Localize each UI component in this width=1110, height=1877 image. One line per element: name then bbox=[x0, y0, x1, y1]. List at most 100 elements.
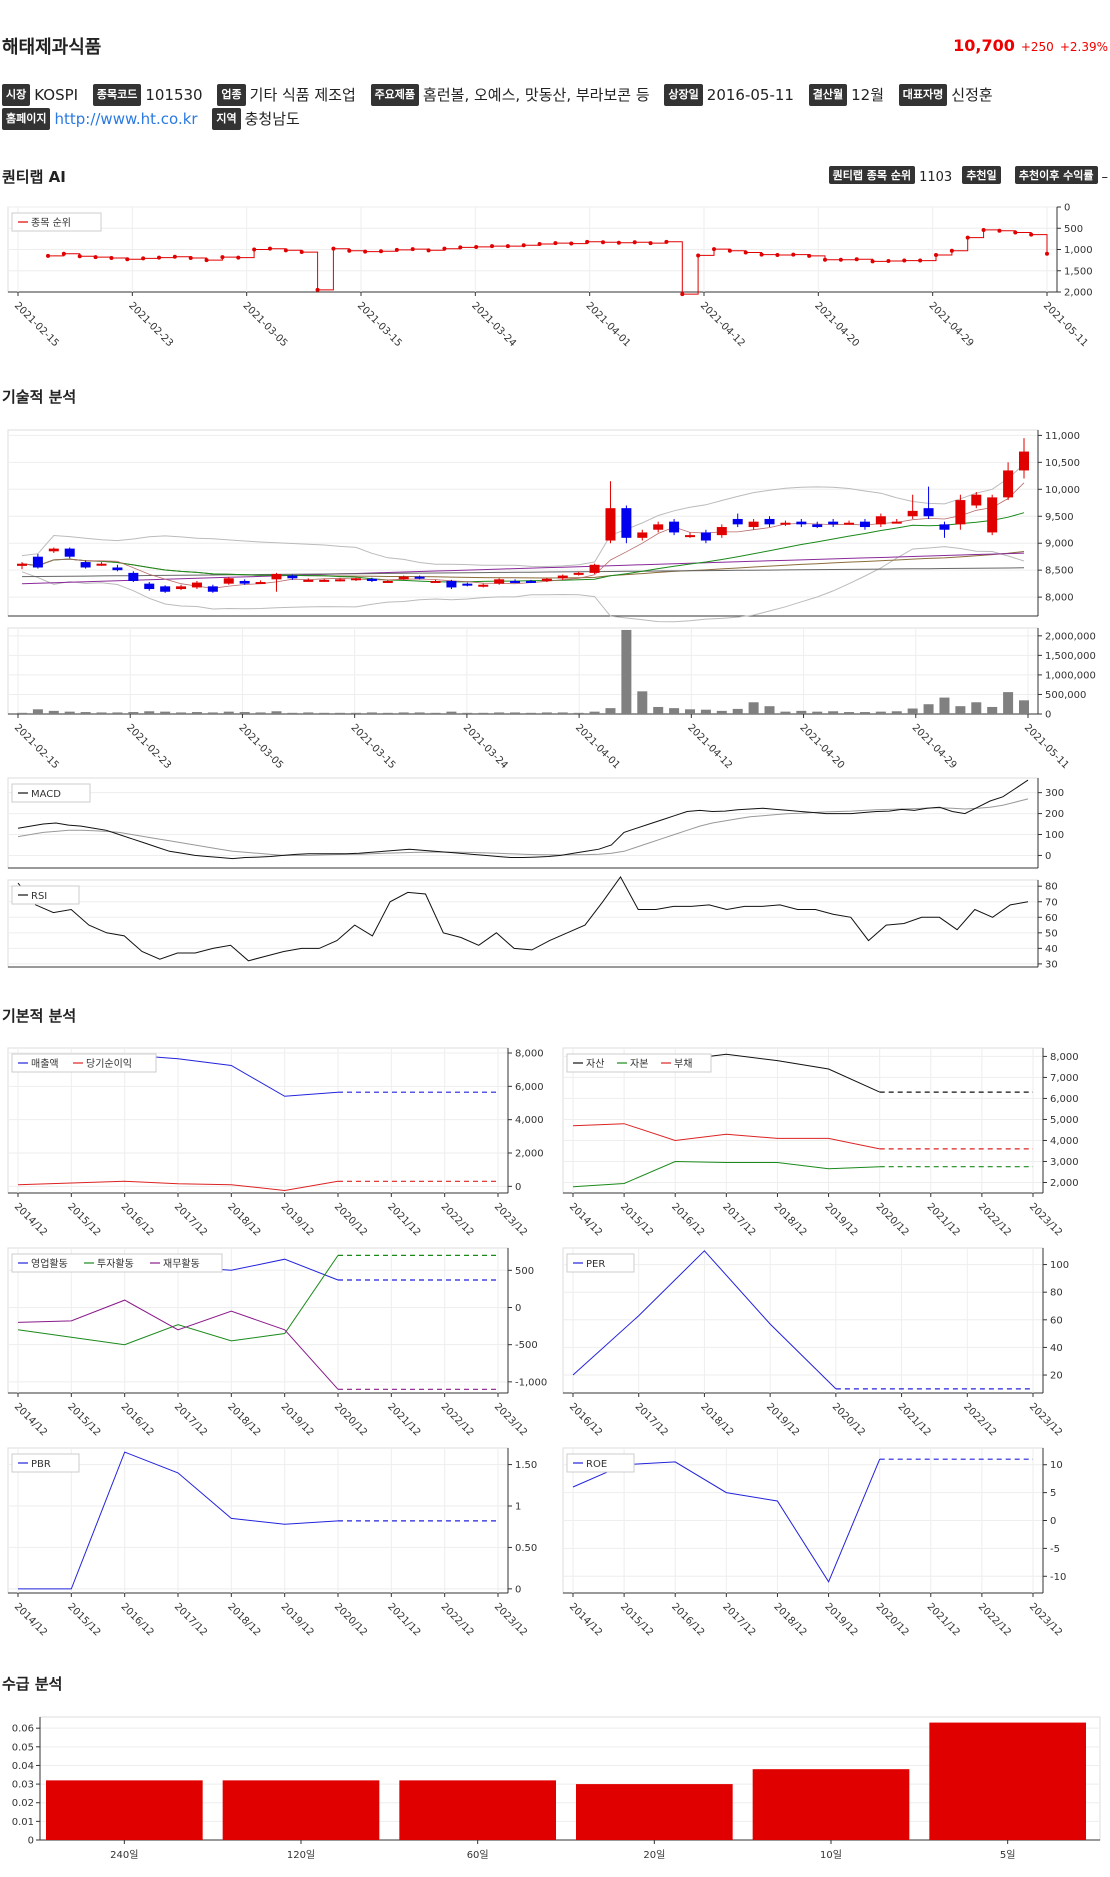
rank-point bbox=[521, 243, 526, 248]
rank-point bbox=[918, 258, 923, 263]
volume-bar bbox=[541, 712, 552, 714]
candle-body bbox=[398, 576, 409, 580]
pbr-ytick-label: 0.50 bbox=[515, 1543, 537, 1554]
candle-body bbox=[875, 516, 886, 525]
candle-body bbox=[732, 518, 743, 525]
rsi-ytick-label: 30 bbox=[1045, 959, 1058, 970]
roe-ytick-label: -5 bbox=[1050, 1544, 1060, 1555]
candle-body bbox=[96, 563, 107, 566]
macd-ytick-label: 300 bbox=[1045, 788, 1064, 799]
candle-body bbox=[573, 572, 584, 575]
homepage-link[interactable]: http://www.ht.co.kr bbox=[54, 110, 198, 128]
volume-bar bbox=[510, 712, 521, 714]
rank-point bbox=[283, 248, 288, 253]
rsi-ytick-label: 60 bbox=[1045, 913, 1058, 924]
volume-bar bbox=[971, 702, 982, 714]
candle-body bbox=[796, 521, 807, 525]
candle-body bbox=[446, 580, 457, 588]
candle-body bbox=[223, 578, 234, 584]
pbr-xtick-label: 2016/12 bbox=[119, 1601, 156, 1638]
candle-body bbox=[891, 521, 902, 524]
volume-bar bbox=[812, 711, 823, 714]
volume-bar bbox=[605, 708, 616, 714]
rank-ytick-label: 2,000 bbox=[1064, 288, 1093, 299]
balance-ytick-label: 8,000 bbox=[1050, 1052, 1079, 1063]
pbr-xtick-label: 2018/12 bbox=[225, 1601, 262, 1638]
rank-point bbox=[1029, 232, 1034, 237]
cashflow-ytick-label: -1,000 bbox=[515, 1377, 547, 1388]
rank-point bbox=[77, 254, 82, 259]
candle-ma5 bbox=[21, 482, 1025, 589]
rank-point bbox=[299, 250, 304, 255]
volume-bar bbox=[112, 712, 123, 714]
revenue-series-line bbox=[17, 1180, 339, 1192]
rsi-frame bbox=[7, 879, 1039, 968]
rank-point bbox=[696, 253, 701, 258]
supply-xtick-label: 20일 bbox=[643, 1849, 665, 1861]
cashflow-legend: 영업활동 투자활동 재무활동 bbox=[11, 1253, 223, 1273]
rank-point bbox=[648, 241, 653, 246]
volume-bar bbox=[573, 712, 584, 714]
pbr-xtick-label: 2022/12 bbox=[439, 1601, 476, 1638]
homepage-badge: 홈페이지 bbox=[2, 108, 51, 130]
per-xtick-label: 2016/12 bbox=[567, 1401, 604, 1438]
candle-body bbox=[207, 586, 218, 592]
rank-point bbox=[1013, 230, 1018, 235]
rec-date-badge: 추천일 bbox=[962, 166, 1001, 184]
candle-body bbox=[64, 548, 75, 557]
revenue-ytick-label: 4,000 bbox=[515, 1115, 544, 1126]
supply-bar bbox=[46, 1780, 203, 1840]
volume-bar bbox=[144, 711, 155, 714]
candle-body bbox=[478, 584, 489, 587]
candle-body bbox=[48, 548, 59, 552]
supply-ytick-label: 0.02 bbox=[12, 1798, 34, 1809]
supply-frame bbox=[39, 1716, 1101, 1841]
balance-legend-label: 부채 bbox=[674, 1058, 692, 1070]
ceo-value: 신정훈 bbox=[951, 86, 993, 104]
candle-body bbox=[812, 524, 823, 528]
revenue-xtick-label: 2015/12 bbox=[65, 1201, 102, 1238]
info-row-2: 홈페이지 http://www.ht.co.kr 지역 충청남도 bbox=[2, 108, 310, 130]
rsi-ytick-label: 80 bbox=[1045, 882, 1058, 893]
volume-bar bbox=[828, 711, 839, 714]
candle-body bbox=[669, 521, 680, 533]
rank-xtick-label: 2021-03-05 bbox=[241, 300, 290, 349]
cashflow-xtick-label: 2019/12 bbox=[279, 1401, 316, 1438]
products-value: 홈런볼, 오예스, 맛동산, 부라보콘 등 bbox=[423, 86, 650, 104]
per-ytick-label: 60 bbox=[1050, 1315, 1063, 1326]
roe-ytick-label: 5 bbox=[1050, 1488, 1056, 1499]
volume-bar bbox=[685, 709, 695, 714]
rank-xtick-label: 2021-02-23 bbox=[126, 300, 175, 349]
rank-point bbox=[315, 287, 320, 292]
rank-point bbox=[141, 256, 146, 261]
cashflow-series-line bbox=[17, 1255, 339, 1346]
volume-bar bbox=[462, 712, 473, 714]
info-row-1: 시장 KOSPI 종목코드 101530 업종 기타 식품 제조업 주요제품 홈런볼, … bbox=[2, 84, 1003, 106]
rank-xtick-label: 2021-02-15 bbox=[12, 300, 61, 349]
supply-ytick-label: 0.05 bbox=[12, 1742, 34, 1753]
rank-point bbox=[743, 250, 748, 255]
market-badge: 시장 bbox=[2, 84, 31, 106]
volume-bar bbox=[430, 712, 441, 714]
candle-body bbox=[939, 524, 950, 530]
supply-bar bbox=[222, 1780, 380, 1840]
per-ytick-label: 20 bbox=[1050, 1371, 1063, 1382]
cashflow-legend-label: 투자활동 bbox=[97, 1257, 134, 1270]
volume-xtick-label: 2021-04-20 bbox=[797, 722, 846, 771]
pbr-ytick-label: 1 bbox=[515, 1502, 521, 1513]
rsi-ytick-label: 40 bbox=[1045, 944, 1058, 955]
candle-body bbox=[557, 575, 568, 579]
candle-body bbox=[955, 500, 966, 525]
rank-point bbox=[870, 259, 875, 264]
rank-point bbox=[331, 246, 336, 251]
supply-xtick-label: 60일 bbox=[467, 1849, 489, 1861]
rank-point bbox=[46, 253, 50, 258]
rank-point bbox=[537, 241, 542, 246]
rank-point bbox=[616, 240, 621, 245]
candle-body bbox=[780, 522, 791, 525]
volume-bar bbox=[939, 697, 950, 714]
candle-ma240 bbox=[21, 567, 1025, 578]
pbr-legend: PBR bbox=[11, 1453, 80, 1473]
rank-point bbox=[172, 254, 177, 259]
volume-bar bbox=[748, 702, 759, 714]
